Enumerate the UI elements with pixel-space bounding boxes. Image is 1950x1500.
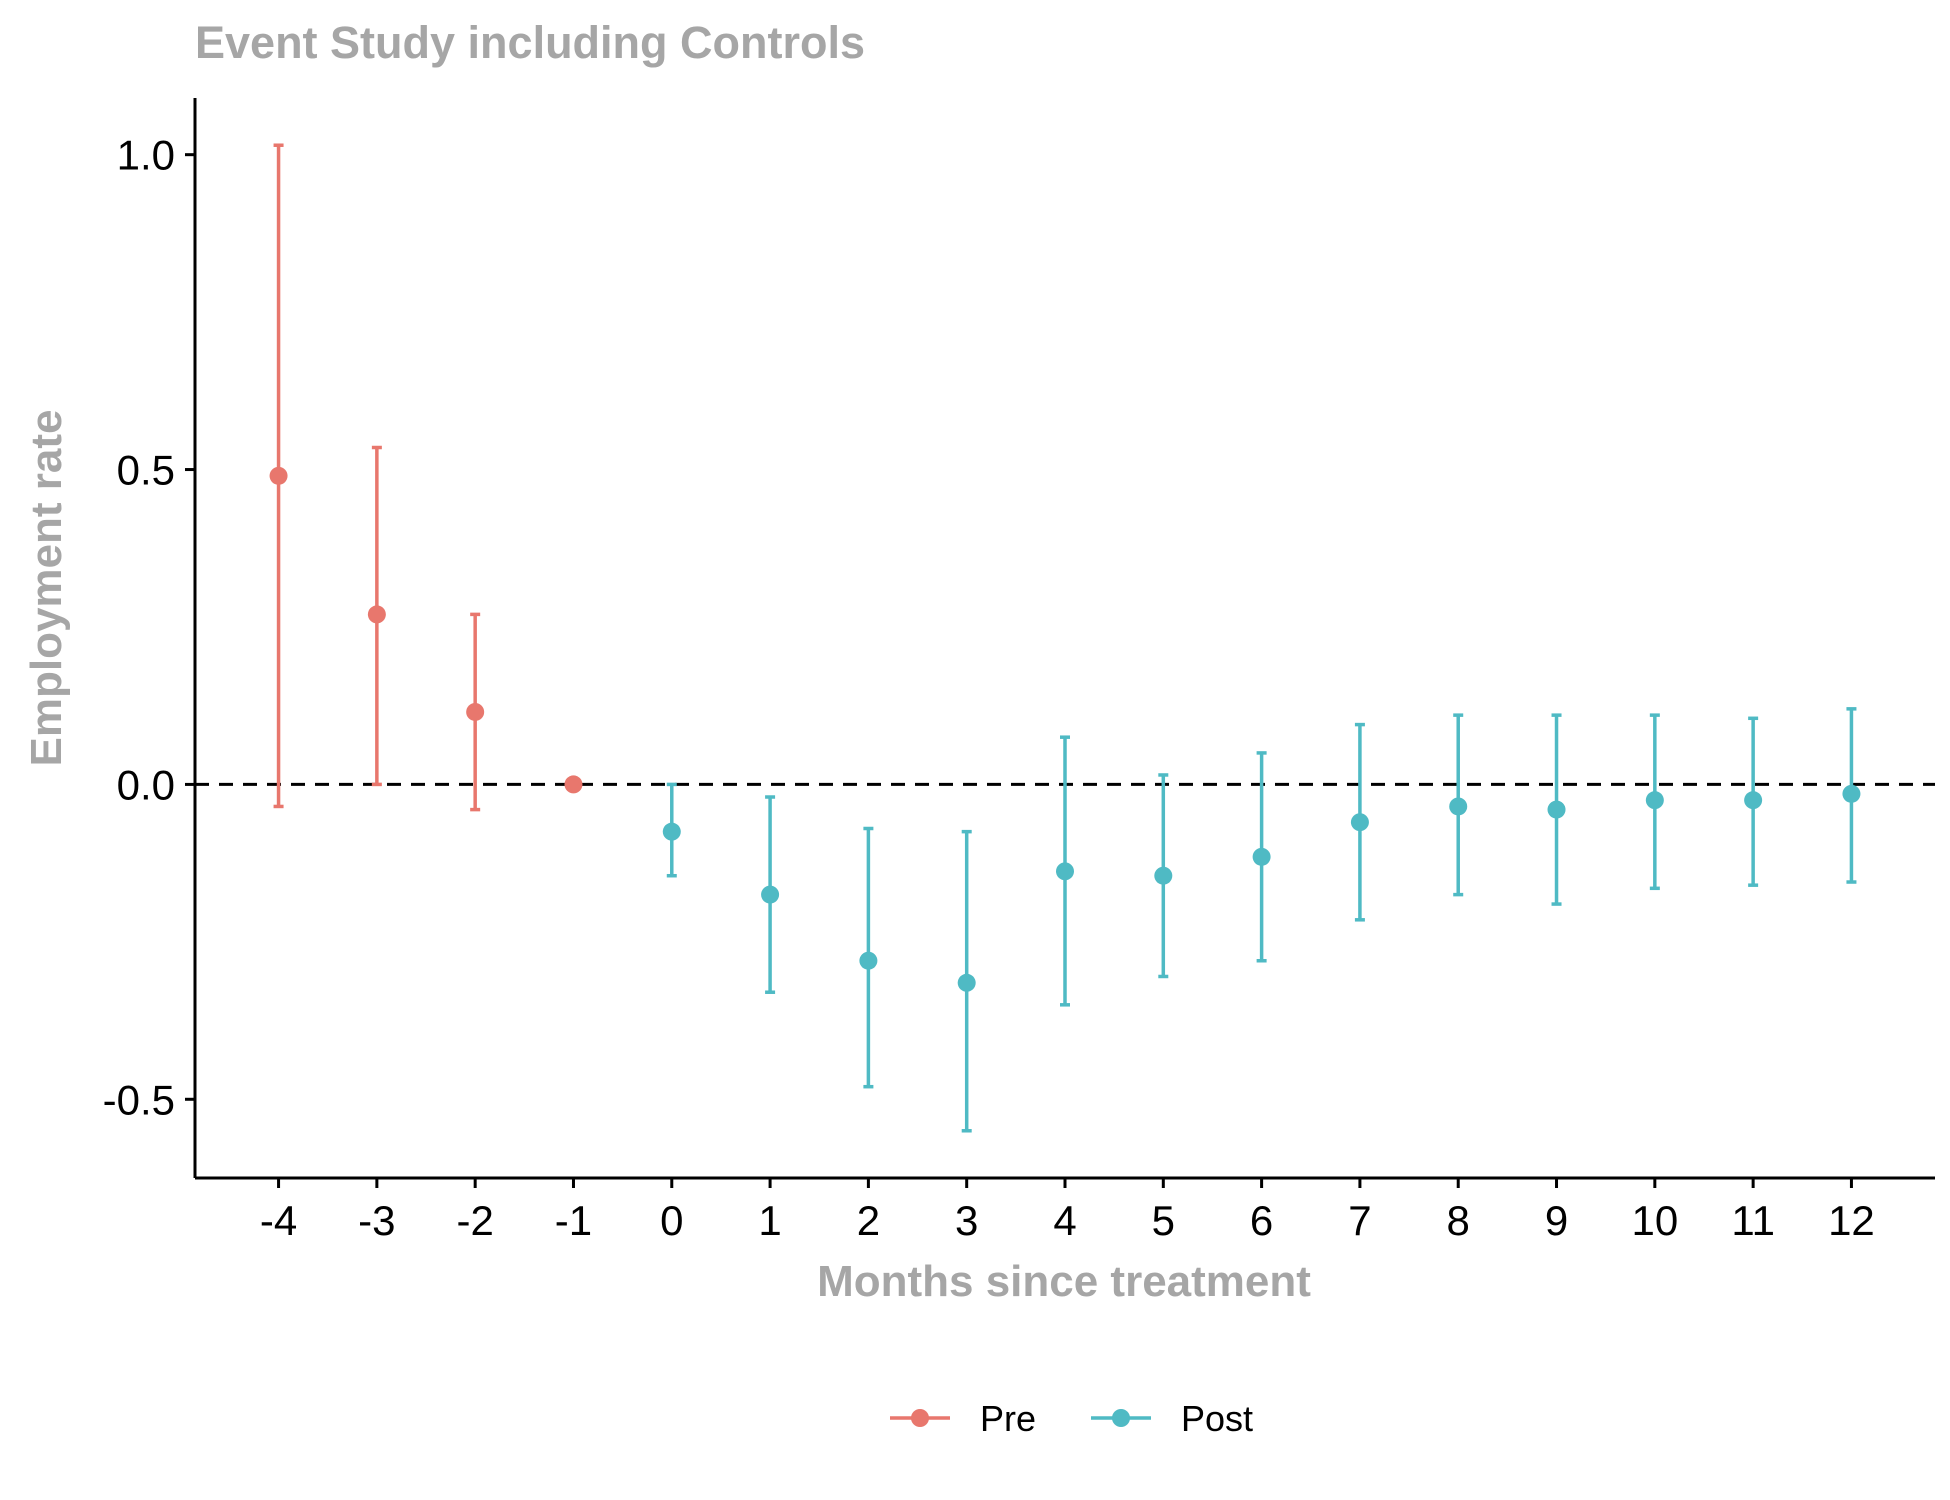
legend-key-point [911, 1409, 929, 1427]
plot-area [195, 143, 1935, 1133]
data-point [1547, 800, 1566, 819]
x-tick-label: 12 [1828, 1197, 1875, 1244]
x-tick-label: 6 [1250, 1197, 1273, 1244]
chart-title: Event Study including Controls [195, 17, 865, 68]
x-tick-label: 5 [1152, 1197, 1175, 1244]
x-tick-label: 10 [1631, 1197, 1678, 1244]
legend-item-pre: Pre [890, 1398, 1036, 1439]
y-axis-ticks: 1.0 0.5 0.0 -0.5 [103, 132, 195, 1123]
y-axis-title: Employment rate [22, 410, 71, 767]
y-tick-label: 1.0 [117, 132, 175, 179]
x-tick-label: -1 [555, 1197, 592, 1244]
data-point [1744, 791, 1763, 810]
legend-label: Post [1181, 1398, 1253, 1439]
x-tick-label: 4 [1053, 1197, 1076, 1244]
data-point [1350, 813, 1369, 832]
series-post [662, 707, 1861, 1133]
x-tick-label: 7 [1348, 1197, 1371, 1244]
y-tick-label: 0.0 [117, 761, 175, 808]
data-point [1154, 866, 1173, 885]
x-axis-title: Months since treatment [817, 1257, 1311, 1306]
x-tick-label: 11 [1731, 1197, 1775, 1244]
x-tick-label: 8 [1447, 1197, 1470, 1244]
data-point [367, 605, 386, 624]
data-point [1842, 784, 1861, 803]
x-tick-label: -3 [358, 1197, 395, 1244]
data-point [1056, 862, 1074, 881]
legend-item-post: Post [1091, 1398, 1253, 1439]
data-point [859, 951, 878, 970]
data-point [466, 702, 485, 721]
x-tick-label: 0 [660, 1197, 683, 1244]
series-pre [269, 143, 583, 812]
legend-key-point [1112, 1409, 1130, 1427]
data-point [662, 822, 681, 841]
y-tick-label: 0.5 [117, 447, 175, 494]
data-point [269, 466, 288, 485]
data-point [1252, 847, 1271, 866]
y-tick-label: -0.5 [103, 1076, 175, 1123]
x-tick-label: -2 [456, 1197, 493, 1244]
legend: Pre Post [890, 1398, 1253, 1439]
data-point [761, 885, 780, 904]
data-point [564, 775, 583, 794]
x-tick-label: 2 [857, 1197, 880, 1244]
legend-label: Pre [980, 1398, 1036, 1439]
data-point [1449, 797, 1468, 816]
x-tick-label: -4 [260, 1197, 297, 1244]
x-tick-label: 3 [955, 1197, 978, 1244]
x-axis-ticks: -4 -3 -2 -1 0 1 2 3 4 5 6 7 8 9 10 11 12 [260, 1178, 1875, 1244]
x-tick-label: 9 [1545, 1197, 1568, 1244]
x-tick-label: 1 [758, 1197, 781, 1244]
data-point [957, 973, 976, 992]
data-point [1645, 791, 1664, 810]
